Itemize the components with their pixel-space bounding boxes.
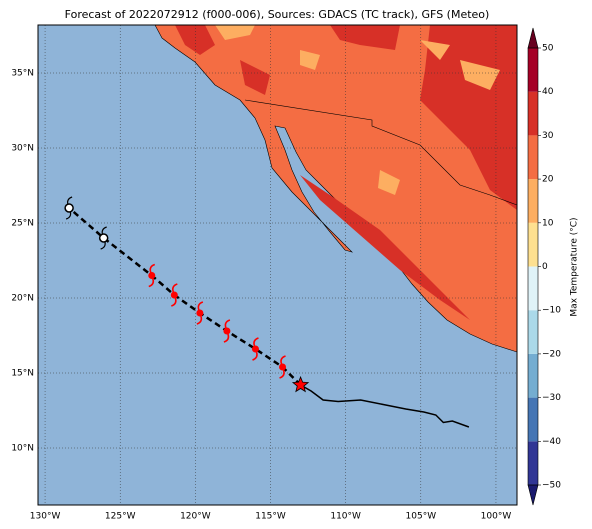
lat-tick-label: 20°N	[11, 294, 34, 304]
low-center	[64, 203, 74, 213]
map-frame	[37, 24, 518, 506]
colorbar-under	[527, 484, 539, 506]
storm-symbol	[196, 301, 204, 325]
storm-arms	[196, 301, 204, 325]
colorbar-tick-label: 30	[542, 131, 554, 141]
colorbar-tick-label: 10	[542, 218, 554, 228]
lon-tick-label: 110°W	[330, 512, 361, 522]
storm-center	[279, 363, 287, 371]
storm-arms	[252, 337, 259, 361]
colorbar-tick-label: −30	[542, 393, 561, 403]
colorbar-over	[527, 27, 539, 49]
storm-center	[223, 327, 231, 335]
low-symbol	[98, 226, 109, 250]
colorbar-segment	[528, 48, 538, 92]
current-position	[291, 375, 310, 393]
storm-center	[251, 345, 259, 353]
storm-center	[148, 272, 156, 279]
low-symbol	[64, 196, 74, 220]
lon-tick-label: 125°W	[105, 512, 136, 522]
lon-tick-label: 105°W	[406, 512, 437, 522]
colorbar-tick-label: 40	[542, 87, 554, 97]
storm-symbol	[279, 355, 287, 379]
colorbar-label: Max Temperature (°C)	[570, 217, 580, 316]
lat-tick-label: 10°N	[11, 444, 34, 454]
colorbar-segment	[528, 353, 538, 398]
storm-arms	[171, 283, 178, 307]
colorbar-segment	[528, 135, 538, 180]
storm-center	[170, 291, 178, 299]
storm-arms	[279, 355, 286, 379]
title: Forecast of 2022072912 (f000-006), Sourc…	[65, 8, 490, 21]
colorbar-tick-label: 0	[542, 262, 548, 272]
colorbar-segment	[528, 91, 538, 136]
colorbar-tick-label: −50	[542, 481, 561, 491]
colorbar-tick-label: −40	[542, 437, 561, 447]
storm-arms	[148, 263, 156, 288]
storm-arms	[223, 319, 231, 343]
colorbar-segment	[528, 310, 538, 354]
lon-tick-label: 100°W	[481, 512, 512, 522]
lon-tick-label: 120°W	[180, 512, 211, 522]
lat-tick-label: 25°N	[11, 219, 34, 229]
colorbar-segment	[528, 441, 538, 485]
storm-symbol	[223, 319, 231, 343]
colorbar-segment	[528, 222, 538, 267]
lon-tick-label: 115°W	[255, 512, 286, 522]
colorbar-tick-label: 50	[542, 44, 554, 54]
colorbar-tick-label: −20	[542, 349, 561, 359]
storm-symbol	[251, 337, 259, 361]
colorbar-segment	[528, 179, 538, 223]
colorbar-segment	[528, 266, 538, 311]
lon-tick-label: 130°W	[30, 512, 61, 522]
storm-symbol	[148, 263, 156, 288]
low-center	[98, 233, 109, 243]
storm-symbol	[170, 283, 178, 307]
colorbar-tick-label: 20	[542, 175, 554, 185]
lat-tick-label: 30°N	[11, 144, 34, 154]
lat-tick-label: 15°N	[11, 369, 34, 379]
storm-center	[196, 309, 204, 317]
land	[154, 24, 518, 353]
colorbar-tick-label: −10	[542, 306, 561, 316]
colorbar-segment	[528, 397, 538, 442]
lat-tick-label: 35°N	[11, 69, 34, 79]
past-track	[300, 384, 470, 428]
